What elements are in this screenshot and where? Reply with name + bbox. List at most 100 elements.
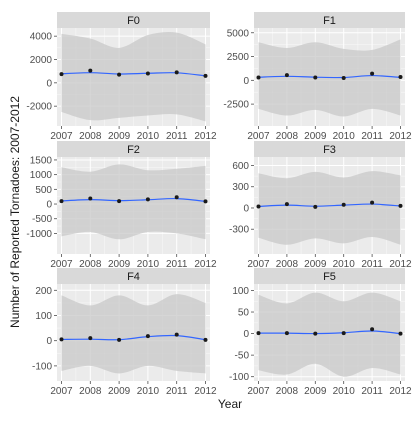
panel-contents [57,28,210,126]
x-tick-label: 2008 [276,259,299,270]
panel-f2: F2 -1000 -500 0 500 1000 1500 2007 2008 2009 2010 2… [26,141,217,270]
facet-strip [57,268,210,284]
facet-strip [57,12,210,28]
x-tick-label: 2011 [166,131,188,142]
x-tick-label: 2008 [79,386,102,397]
data-point [398,331,403,336]
x-tick-label: 2010 [137,131,160,142]
y-tick-label: -2500 [223,100,249,111]
x-tick-label: 2012 [389,259,412,270]
y-axis-title: Number of Reported Tornadoes: 2007-2012 [8,96,22,328]
data-point [88,336,93,341]
y-tick-label: 1000 [30,170,53,181]
x-tick-label: 2007 [247,386,270,397]
data-point [88,196,93,201]
y-tick-label: -1000 [26,229,52,240]
y-tick-label: 0 [46,78,52,89]
confidence-band [61,32,206,122]
smooth-line [61,334,206,341]
panel-f0: F0 -2000 0 2000 4000 2007 2008 2009 2010 2011 2012 [26,12,217,142]
facet-strip-label: F3 [323,144,336,156]
y-tick-label: 200 [35,286,52,297]
facet-strip [254,268,405,284]
data-point [256,204,261,209]
x-tick-label: 2009 [108,386,131,397]
data-point [88,68,93,73]
y-tick-label: 0 [46,200,52,211]
data-point [370,327,375,332]
panel-f3: F3 -300 0 300 600 2007 2008 2009 2010 2011 2012 [229,141,412,270]
x-tick-label: 2011 [166,386,188,397]
y-tick-label: 0 [243,329,249,340]
data-point [256,75,261,80]
y-tick-label: 500 [35,185,52,196]
x-tick-label: 2007 [247,131,270,142]
panel-f5: F5 -100 -50 0 50 100 2007 2008 2009 2010 2011 2012 [229,268,412,397]
panel-contents [254,284,405,381]
y-tick-label: -100 [32,361,52,372]
confidence-band [258,171,401,245]
y-tick-label: 0 [243,203,249,214]
data-point [117,72,122,77]
x-tick-label: 2010 [137,259,160,270]
y-tick-label: 300 [232,182,249,193]
y-tick-label: 1500 [30,155,53,166]
x-tick-label: 2009 [304,131,327,142]
x-tick-label: 2010 [137,386,160,397]
x-tick-label: 2008 [79,259,102,270]
smooth-line [61,197,206,202]
data-point [145,71,150,76]
y-tick-label: 100 [232,286,249,297]
x-tick-label: 2007 [50,131,73,142]
data-point [284,202,289,207]
data-point [203,337,208,342]
facet-strip-label: F2 [127,144,140,156]
y-tick-label: 100 [35,311,52,322]
data-point [341,331,346,336]
data-point [203,199,208,204]
data-point [313,204,318,209]
facet-strip-label: F4 [127,271,140,283]
x-tick-label: 2009 [108,259,131,270]
data-point [284,73,289,78]
data-point [145,197,150,202]
data-point [398,203,403,208]
x-tick-label: 2011 [166,259,188,270]
data-point [174,332,179,337]
y-tick-label: 5000 [227,28,250,39]
x-tick-label: 2009 [304,259,327,270]
smooth-line [61,72,206,77]
data-point [313,75,318,80]
data-point [370,200,375,205]
data-point [203,73,208,78]
data-point [145,334,150,339]
y-tick-label: 0 [46,336,52,347]
data-point [370,71,375,76]
x-tick-label: 2011 [361,386,383,397]
data-point [398,75,403,79]
x-tick-label: 2008 [79,131,102,142]
smooth-line [258,74,401,79]
y-tick-label: -50 [235,351,250,362]
panel-f1: F1 -2500 0 2500 5000 2007 2008 2009 2010 2011 2012 [223,12,412,142]
facet-strip [254,141,405,157]
y-tick-label: 50 [238,308,250,319]
smooth-line [258,203,401,208]
data-point [59,199,64,204]
panel-contents [254,28,405,126]
y-tick-label: -2000 [26,102,52,113]
y-tick-label: -100 [229,372,249,383]
confidence-band [61,164,206,240]
x-tick-label: 2012 [194,259,217,270]
x-tick-label: 2007 [50,259,73,270]
x-tick-label: 2007 [247,259,270,270]
x-tick-label: 2012 [389,386,412,397]
panel-contents [57,157,210,254]
confidence-band [61,294,206,374]
data-point [59,72,64,77]
y-tick-label: 2500 [227,52,250,63]
y-tick-label: 4000 [30,32,53,43]
x-tick-label: 2012 [194,386,217,397]
data-point [174,195,179,200]
